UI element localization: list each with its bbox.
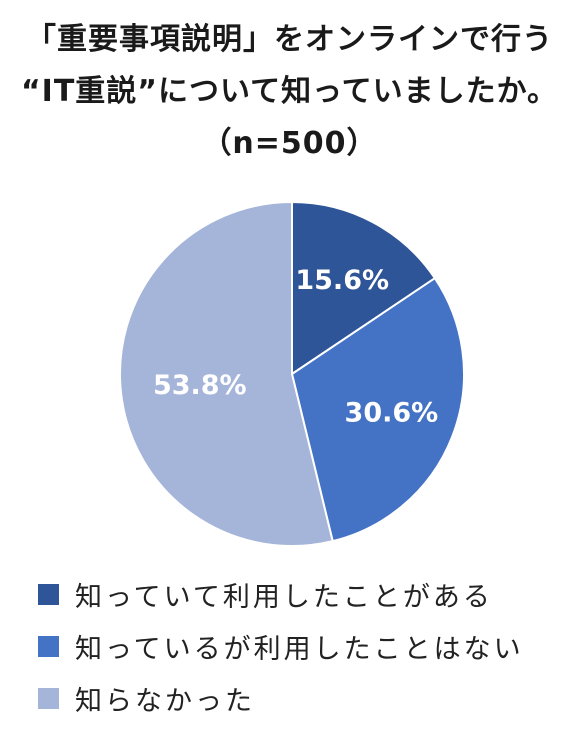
legend-swatch-used xyxy=(38,583,59,605)
pie-value-label-known-not-used: 30.6% xyxy=(345,398,439,429)
pie-slice-used xyxy=(291,200,437,376)
pie-slices xyxy=(119,200,465,547)
legend-item-known-not-used: 知っているが利用したことはない xyxy=(38,620,524,672)
pie-slice-unaware xyxy=(119,200,334,547)
pie-chart: 15.6% 30.6% 53.8% xyxy=(119,200,465,547)
legend-item-used: 知っていて利用したことがある xyxy=(38,568,524,620)
legend-swatch-known-not-used xyxy=(38,635,59,657)
pie-value-label-unaware: 53.8% xyxy=(153,370,247,401)
legend-label-unaware: 知らなかった xyxy=(75,685,255,717)
pie-value-label-used: 15.6% xyxy=(295,265,389,296)
legend-swatch-unaware xyxy=(38,687,59,709)
chart-title-line-2: “IT重説”について知っていましたか。 xyxy=(20,74,559,109)
chart-sample-size: （n=500） xyxy=(201,126,378,161)
chart-title: 「重要事項説明」をオンラインで行う “IT重説”について知っていましたか。 （n… xyxy=(0,14,579,170)
pie-value-labels: 15.6% 30.6% 53.8% xyxy=(153,265,438,429)
legend-item-unaware: 知らなかった xyxy=(38,672,524,724)
legend-label-known-not-used: 知っているが利用したことはない xyxy=(75,633,524,665)
chart-title-line-1: 「重要事項説明」をオンラインで行う xyxy=(26,22,553,57)
legend: 知っていて利用したことがある 知っているが利用したことはない 知らなかった xyxy=(38,568,524,724)
pie-slice-known-not-used xyxy=(290,276,465,543)
legend-label-used: 知っていて利用したことがある xyxy=(75,581,493,613)
